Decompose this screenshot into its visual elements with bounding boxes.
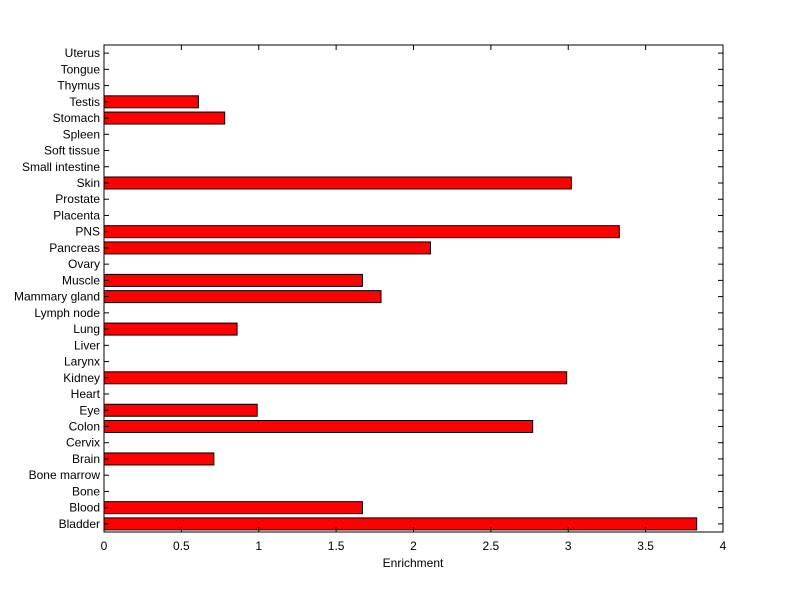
category-label-kidney: Kidney [63, 371, 100, 385]
category-labels: Bladder Blood Bone Bone marrow Brain Cervix Co… [14, 46, 101, 531]
category-label-ovary: Ovary [68, 257, 100, 271]
category-label-liver: Liver [74, 338, 100, 352]
category-label-spleen: Spleen [63, 127, 100, 141]
category-label-colon: Colon [69, 419, 100, 433]
category-label-uterus: Uterus [65, 46, 100, 60]
bar-skin [103, 176, 572, 190]
category-label-lymph-node: Lymph node [34, 306, 100, 320]
x-tick-label: 3.5 [637, 539, 654, 553]
category-label-larynx: Larynx [64, 355, 100, 369]
x-tick-label: 1.5 [328, 539, 345, 553]
bar-eye [103, 403, 258, 417]
category-label-bone: Bone [72, 484, 100, 498]
category-label-pns: PNS [75, 225, 100, 239]
x-tick-label: 0.5 [173, 539, 190, 553]
bar-pns [103, 225, 620, 239]
category-label-cervix: Cervix [66, 436, 100, 450]
bar-pancreas [103, 241, 432, 255]
category-label-soft-tissue: Soft tissue [44, 144, 100, 158]
bar-brain [103, 452, 215, 466]
category-label-heart: Heart [71, 387, 101, 401]
category-label-eye: Eye [79, 403, 100, 417]
category-label-lung: Lung [73, 322, 100, 336]
bar-muscle [103, 273, 363, 287]
ticks-group [103, 45, 724, 532]
bar-stomach [103, 111, 226, 125]
x-tick-label: 2 [410, 539, 417, 553]
category-label-stomach: Stomach [53, 111, 100, 125]
category-label-small-intestine: Small intestine [22, 160, 100, 174]
bar-colon [103, 419, 534, 433]
x-tick-label: 4 [720, 539, 727, 553]
category-label-tongue: Tongue [61, 62, 101, 76]
x-tick-label: 3 [565, 539, 572, 553]
category-label-blood: Blood [69, 501, 100, 515]
bar-lung [103, 322, 238, 336]
category-label-muscle: Muscle [62, 273, 100, 287]
bar-mammary-gland [103, 290, 382, 304]
bar-bladder [103, 517, 698, 531]
category-label-testis: Testis [69, 95, 100, 109]
category-label-placenta: Placenta [53, 208, 100, 222]
x-tick-label: 1 [255, 539, 262, 553]
plot-frame [103, 44, 724, 533]
category-label-skin: Skin [77, 176, 100, 190]
category-label-thymus: Thymus [57, 79, 100, 93]
category-label-mammary-gland: Mammary gland [14, 290, 100, 304]
category-label-bone-marrow: Bone marrow [29, 468, 101, 482]
x-tick-label: 2.5 [483, 539, 500, 553]
plot-background [104, 45, 723, 532]
bar-testis [103, 95, 199, 109]
bar-kidney [103, 371, 568, 385]
category-label-pancreas: Pancreas [49, 241, 100, 255]
x-tick-label: 0 [101, 539, 108, 553]
category-label-brain: Brain [72, 452, 100, 466]
x-axis-title: Enrichment [383, 556, 444, 570]
bar-blood [103, 501, 363, 515]
category-label-prostate: Prostate [55, 192, 100, 206]
x-tick-labels: 0 0.5 1 1.5 2 2.5 3 3.5 4 [101, 539, 727, 553]
category-label-bladder: Bladder [59, 517, 100, 531]
